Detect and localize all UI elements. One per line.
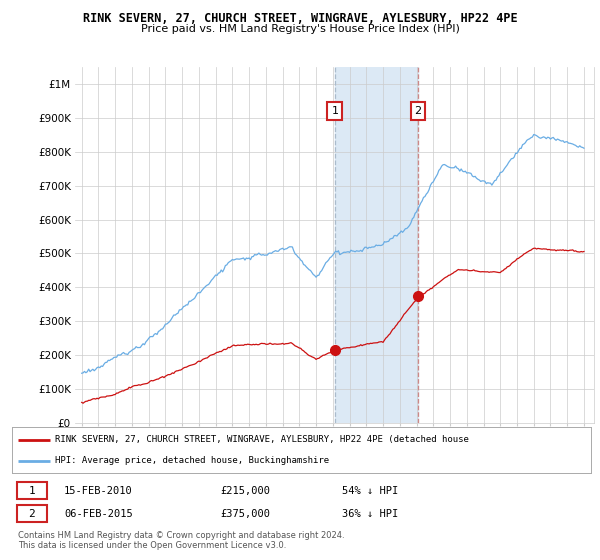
Text: 2: 2 xyxy=(415,106,422,116)
Text: Contains HM Land Registry data © Crown copyright and database right 2024.
This d: Contains HM Land Registry data © Crown c… xyxy=(18,531,344,550)
Text: 1: 1 xyxy=(331,106,338,116)
Text: Price paid vs. HM Land Registry's House Price Index (HPI): Price paid vs. HM Land Registry's House … xyxy=(140,24,460,34)
FancyBboxPatch shape xyxy=(17,505,47,522)
Text: 15-FEB-2010: 15-FEB-2010 xyxy=(64,486,133,496)
Text: 36% ↓ HPI: 36% ↓ HPI xyxy=(342,509,398,519)
Text: £375,000: £375,000 xyxy=(220,509,271,519)
Text: 54% ↓ HPI: 54% ↓ HPI xyxy=(342,486,398,496)
FancyBboxPatch shape xyxy=(17,482,47,500)
Text: 06-FEB-2015: 06-FEB-2015 xyxy=(64,509,133,519)
Text: £215,000: £215,000 xyxy=(220,486,271,496)
Text: HPI: Average price, detached house, Buckinghamshire: HPI: Average price, detached house, Buck… xyxy=(55,456,329,465)
Text: RINK SEVERN, 27, CHURCH STREET, WINGRAVE, AYLESBURY, HP22 4PE: RINK SEVERN, 27, CHURCH STREET, WINGRAVE… xyxy=(83,12,517,25)
Bar xyxy=(335,67,418,423)
Text: 2: 2 xyxy=(28,509,35,519)
Text: 1: 1 xyxy=(28,486,35,496)
Text: RINK SEVERN, 27, CHURCH STREET, WINGRAVE, AYLESBURY, HP22 4PE (detached house: RINK SEVERN, 27, CHURCH STREET, WINGRAVE… xyxy=(55,435,469,444)
